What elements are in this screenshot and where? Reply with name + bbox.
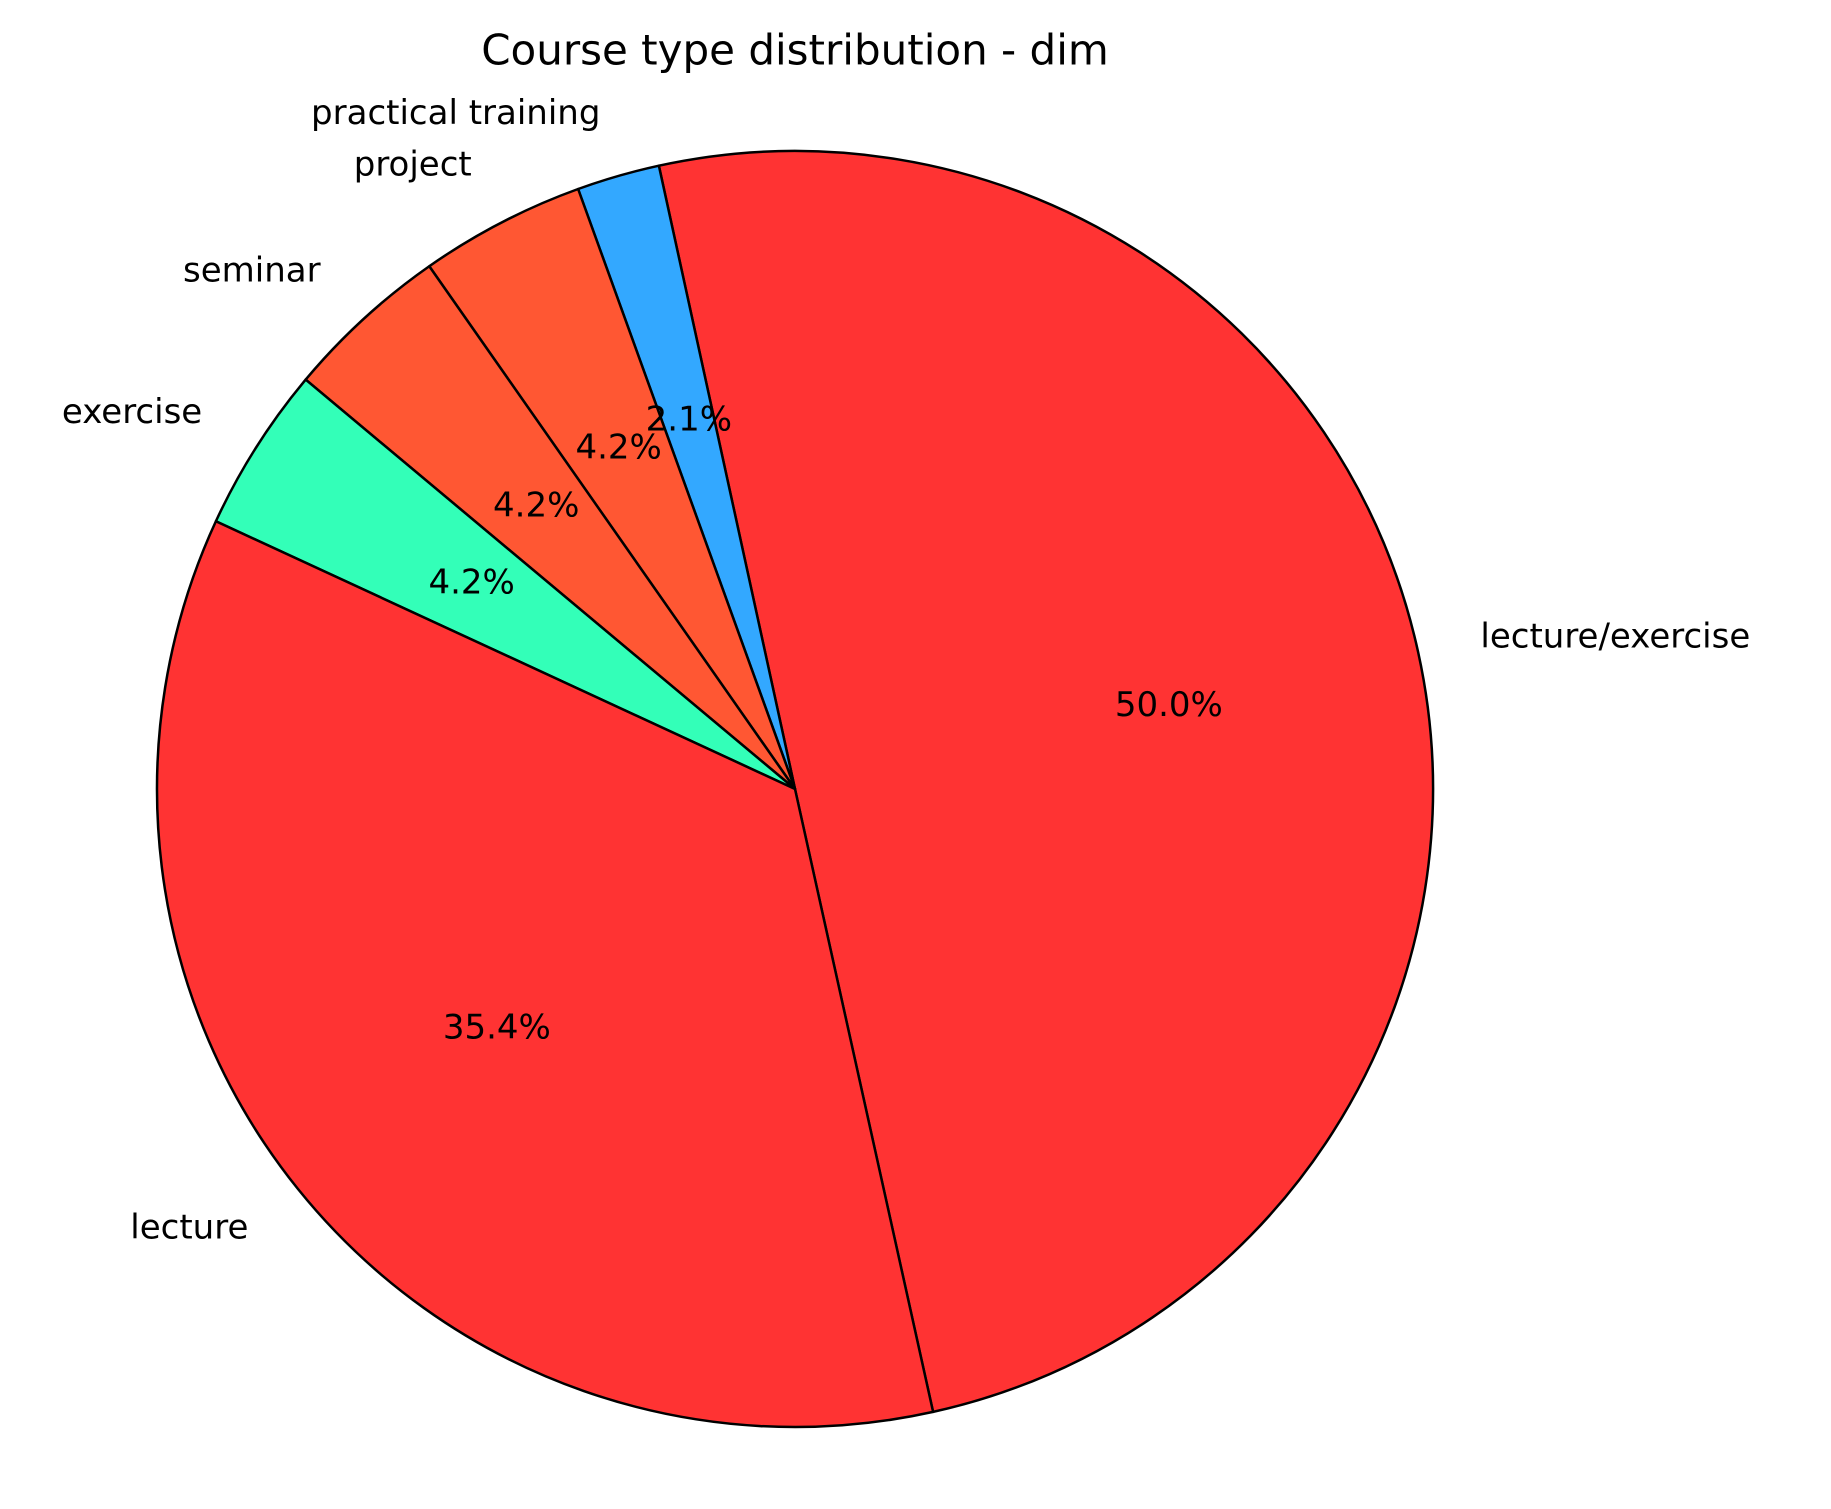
percent-label: 35.4%	[443, 1008, 551, 1048]
chart-title: Course type distribution - dim	[481, 26, 1109, 75]
percent-label: 4.2%	[493, 485, 579, 525]
percent-label: 4.2%	[428, 563, 514, 603]
percent-label: 2.1%	[646, 400, 732, 440]
slice-label: lecture	[130, 1208, 248, 1248]
slice-label: project	[354, 145, 472, 185]
slice-label: exercise	[62, 392, 202, 432]
pie-slice	[155, 520, 935, 1429]
slice-label: lecture/exercise	[1480, 617, 1750, 657]
slice-label: practical training	[311, 93, 600, 133]
pie-slice	[657, 149, 1436, 1414]
percent-label: 50.0%	[1115, 685, 1223, 725]
slice-label: seminar	[183, 250, 321, 290]
percent-label: 4.2%	[575, 428, 661, 468]
